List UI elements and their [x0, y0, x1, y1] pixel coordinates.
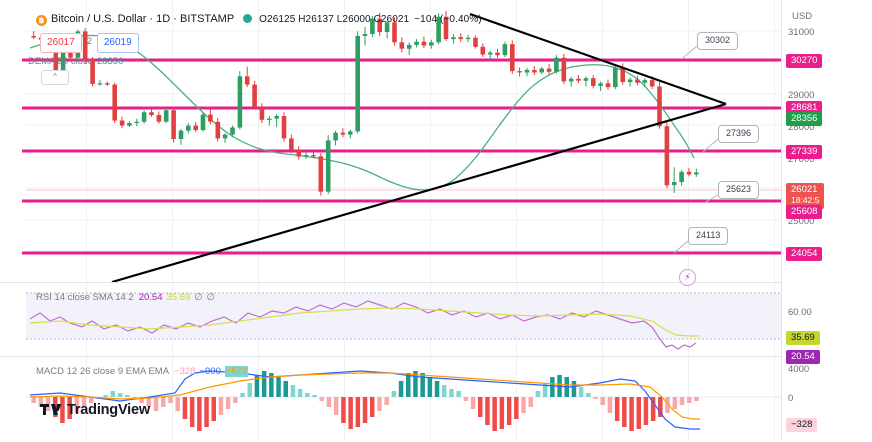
price-badge-27339[interactable]: 27339: [786, 145, 823, 159]
ask-price-button[interactable]: 26019: [96, 33, 139, 53]
bid-price-button[interactable]: 26017: [40, 33, 82, 53]
callout-label: 24113: [696, 230, 721, 240]
macd-signal-value: −572: [224, 366, 249, 377]
price-tick: 25000: [788, 216, 815, 227]
price-badge-25608[interactable]: 25608: [786, 205, 823, 219]
ohlc-values: O26125 H26137 L26000 C26021: [259, 14, 410, 25]
price-badge-24054[interactable]: 24054: [786, 247, 823, 261]
tradingview-wordmark: TradingView: [67, 402, 150, 418]
rsi-tick: 60.00: [788, 307, 812, 318]
tradingview-logo[interactable]: TradingView: [40, 402, 150, 418]
trendline-group: [111, 12, 727, 282]
macd-chart-svg: [0, 357, 782, 442]
price-badge-dema[interactable]: 28356: [786, 112, 823, 126]
rsi-indicator-legend[interactable]: RSI 14 close SMA 14 2 20.54 35.69 ∅ ∅: [36, 291, 215, 305]
last-price: 26021: [791, 184, 818, 195]
price-badge-28681[interactable]: 28681: [786, 101, 823, 115]
price-scale[interactable]: USD 31000 30000 29000 28000 27000 25000 …: [781, 0, 872, 441]
callout-label: 30302: [705, 35, 731, 45]
rsi-pane[interactable]: [0, 282, 782, 357]
symbol-title[interactable]: Bitcoin / U.S. Dollar · 1D · BITSTAMP: [51, 13, 235, 25]
dema-value: 28356: [96, 56, 124, 67]
price-tick: 27000: [788, 154, 815, 165]
collapse-caret-icon[interactable]: ^: [41, 70, 69, 85]
callout-30302[interactable]: 30302: [697, 32, 739, 50]
rsi-badge-sma[interactable]: 35.69: [786, 331, 820, 345]
callout-label: 27396: [726, 128, 752, 138]
price-tick: 31000: [788, 27, 815, 38]
price-change: −104 (−0.40%): [414, 14, 482, 25]
macd-indicator-legend[interactable]: MACD 12 26 close 9 EMA EMA −328 −900 −572: [36, 365, 249, 379]
price-chart-svg: [22, 0, 782, 282]
currency-unit: USD: [792, 11, 813, 22]
callout-27396[interactable]: 27396: [718, 125, 760, 143]
callout-25623[interactable]: 25623: [718, 181, 760, 199]
price-badge-last[interactable]: 26021 18:42:5: [786, 183, 825, 209]
callout-label: 25623: [726, 184, 752, 194]
rsi-empty-1: ∅: [194, 292, 203, 303]
price-tick: 29000: [788, 90, 815, 101]
macd-label: MACD 12 26 close 9 EMA EMA: [36, 366, 170, 377]
macd-pane[interactable]: [0, 356, 782, 442]
dema-indicator-legend[interactable]: DEMA 50 close 28356: [28, 55, 123, 69]
market-status-dot-icon[interactable]: [243, 14, 253, 23]
rsi-label: RSI 14 close SMA 14 2: [36, 292, 134, 303]
lightning-marker-icon[interactable]: ⚡: [679, 269, 696, 286]
bitcoin-icon: ฿: [36, 15, 47, 26]
macd-tick: 0: [788, 393, 794, 404]
rsi-sma-value: 35.69: [166, 292, 191, 303]
dema-label: DEMA 50 close: [28, 56, 93, 67]
quote-row: 26017 2 26019: [40, 33, 139, 53]
macd-line-value: −900: [199, 366, 221, 377]
price-chart-pane[interactable]: [0, 0, 782, 282]
rsi-value: 20.54: [138, 292, 163, 303]
macd-tick: 4000: [788, 364, 810, 375]
rsi-empty-2: ∅: [206, 292, 215, 303]
countdown-timer: 18:42:5: [791, 194, 820, 205]
spread-value: 2: [86, 36, 92, 46]
macd-hist-value: −328: [174, 366, 196, 377]
rsi-chart-svg: [0, 283, 782, 357]
chart-header-legend: ฿ Bitcoin / U.S. Dollar · 1D · BITSTAMP O2…: [36, 12, 482, 27]
rsi-badge-value[interactable]: 20.54: [786, 350, 820, 364]
price-tick: 28000: [788, 122, 815, 133]
callout-24113[interactable]: 24113: [688, 227, 729, 245]
tradingview-mark-icon: [40, 404, 62, 415]
macd-badge-hist[interactable]: −328: [786, 418, 818, 432]
price-badge-30270[interactable]: 30270: [786, 54, 823, 68]
macd-histogram: [31, 371, 699, 431]
